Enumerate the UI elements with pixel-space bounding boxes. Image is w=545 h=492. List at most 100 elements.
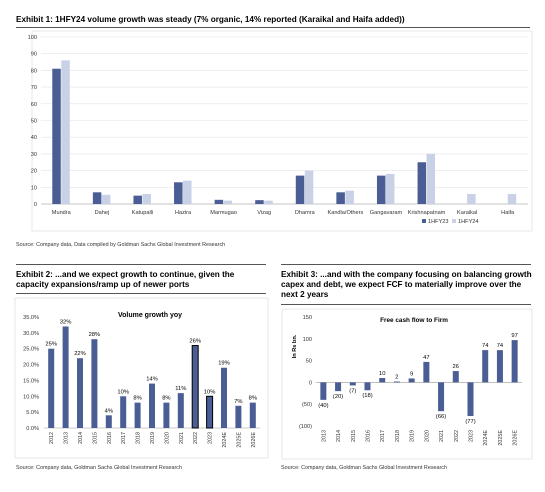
legend-label: 1HFY23 — [428, 219, 449, 225]
data-label: (7) — [349, 388, 356, 394]
data-label: 26% — [189, 339, 201, 345]
volume-growth-bar — [91, 339, 98, 428]
x-tick-label: Gangavaram — [370, 210, 403, 216]
data-label: 9 — [410, 371, 413, 377]
bar-1hfy23 — [417, 162, 427, 204]
fcf-bar — [511, 340, 518, 383]
exhibit3-chart-frame — [281, 308, 533, 460]
exhibit2-top-rule — [16, 264, 266, 265]
bar-1hfy24 — [385, 173, 395, 204]
data-label: (66) — [436, 414, 446, 420]
data-label: 97 — [511, 333, 517, 339]
x-tick-label: Kandla/Others — [327, 210, 363, 216]
y-tick-label: (50) — [302, 402, 312, 408]
legend-swatch — [452, 219, 456, 223]
fcf-bar — [482, 350, 489, 383]
y-tick-label: 20.0% — [23, 363, 39, 369]
volume-growth-bar — [120, 396, 127, 428]
data-label: 8% — [249, 396, 257, 402]
fcf-bar — [335, 382, 342, 392]
data-label: 19% — [218, 361, 230, 367]
x-tick-label: 2022 — [193, 432, 199, 444]
x-tick-label: 2021 — [439, 430, 445, 442]
volume-growth-bar — [206, 395, 214, 429]
bar-1hfy23 — [214, 199, 224, 204]
y-tick-label: 150 — [303, 315, 312, 321]
data-label: 8% — [162, 396, 170, 402]
exhibit1-top-rule — [16, 27, 530, 28]
volume-growth-bar — [177, 393, 184, 428]
y-tick-label: 100 — [303, 337, 312, 343]
fcf-bar — [379, 378, 386, 383]
y-tick-label: 70 — [31, 85, 37, 91]
x-tick-label: Dhamra — [295, 210, 316, 216]
fcf-bar — [423, 361, 430, 383]
bar-1hfy24 — [223, 200, 233, 204]
x-tick-label: 2013 — [321, 430, 327, 442]
x-tick-label: 2015 — [92, 432, 98, 444]
data-label: (20) — [333, 394, 343, 400]
x-tick-label: 2013 — [64, 432, 70, 444]
exhibit3-bottom-rule — [281, 304, 531, 305]
x-tick-label: Katupalli — [132, 210, 153, 216]
fcf-bar — [393, 381, 400, 383]
data-label: 10% — [204, 389, 216, 395]
chart2-title: Volume growth yoy — [118, 312, 182, 319]
bar-1hfy23 — [336, 192, 345, 204]
y-tick-label: 30.0% — [23, 331, 39, 337]
x-tick-label: 2018 — [395, 430, 401, 442]
x-tick-label: 2019 — [150, 432, 156, 444]
bar-1hfy23 — [133, 195, 142, 204]
exhibit3-source: Source: Company data, Goldman Sachs Glob… — [281, 465, 447, 471]
x-tick-label: 2022 — [454, 430, 460, 442]
legend-label: 1HFY24 — [458, 219, 479, 225]
bar-1hfy24 — [345, 190, 354, 204]
x-tick-label: 2023 — [208, 432, 214, 444]
fcf-bar — [438, 382, 445, 412]
y-tick-label: 80 — [31, 68, 37, 74]
volume-growth-bar — [62, 326, 69, 428]
data-label: 22% — [74, 351, 86, 357]
bar-1hfy23 — [255, 200, 264, 204]
exhibit2-title: Exhibit 2: ...and we expect growth to co… — [16, 270, 235, 289]
bar-1hfy23 — [92, 192, 102, 204]
bar-1hfy24 — [467, 193, 476, 204]
x-tick-label: 2021 — [179, 432, 185, 444]
exhibit3-title: Exhibit 3: ...and with the company focus… — [281, 270, 532, 299]
volume-growth-bar — [105, 415, 112, 428]
y-tick-label: 90 — [31, 52, 37, 58]
bar-1hfy24 — [61, 60, 70, 204]
data-label: (77) — [465, 419, 475, 425]
y-tick-label: 0.0% — [26, 426, 39, 432]
y-tick-label: 40 — [31, 135, 37, 141]
bar-1hfy23 — [376, 175, 386, 204]
fcf-bar — [349, 382, 356, 386]
x-tick-label: 2026E — [251, 432, 257, 448]
x-tick-label: 2016 — [366, 430, 372, 442]
x-tick-label: Vizag — [257, 210, 271, 216]
volume-growth-bar — [235, 405, 242, 428]
x-tick-label: Karaikal — [457, 210, 477, 216]
volume-growth-bar — [163, 402, 170, 428]
x-tick-label: 2024E — [483, 430, 489, 446]
x-tick-label: 2015 — [351, 430, 357, 442]
x-tick-label: Krishnapatnam — [408, 210, 446, 216]
bar-1hfy24 — [304, 170, 314, 204]
x-tick-label: 2017 — [121, 432, 127, 444]
y-tick-label: 30 — [31, 152, 37, 158]
data-label: 25% — [45, 342, 57, 348]
x-tick-label: Marmugao — [210, 210, 237, 216]
x-tick-label: 2014 — [336, 430, 342, 442]
data-label: 28% — [89, 332, 101, 338]
volume-growth-bar — [134, 402, 141, 428]
bar-1hfy23 — [295, 175, 305, 204]
fcf-bar — [467, 382, 474, 416]
data-label: 14% — [146, 377, 158, 383]
bar-1hfy24 — [101, 194, 111, 204]
y-tick-label: 10.0% — [23, 394, 39, 400]
fcf-bar — [364, 382, 371, 391]
volume-growth-bar — [149, 383, 155, 428]
